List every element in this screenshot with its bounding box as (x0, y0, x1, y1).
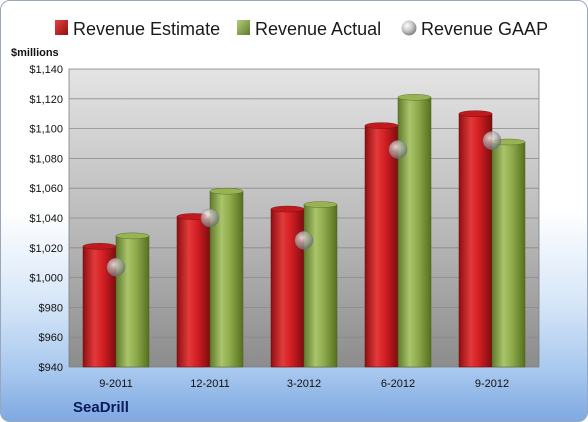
x-tick-label: 3-2012 (287, 378, 321, 390)
y-tick-label: $1,000 (29, 273, 63, 285)
y-tick-label: $960 (39, 332, 63, 344)
marker-revenue-gaap (294, 231, 314, 250)
y-tick-label: $1,100 (29, 124, 63, 136)
company-name: SeaDrill (73, 399, 129, 416)
legend-swatch-revenue-gaap (401, 20, 417, 36)
x-tick-label: 6-2012 (381, 378, 415, 390)
bar-cap-revenue-estimate (82, 243, 117, 250)
y-axis-unit-label: $millions (11, 47, 59, 59)
bar-cap-revenue-estimate (270, 205, 305, 213)
y-axis-ticks: $940 $960 $980 $1,000 $1,020 $1,040 $1,060 $1,0… (29, 64, 63, 374)
bar-cap-revenue-actual (303, 201, 338, 208)
bar-revenue-estimate (458, 113, 493, 368)
bar-revenue-actual (491, 141, 526, 368)
legend-label-revenue-gaap: Revenue GAAP (421, 19, 548, 39)
bar-revenue-estimate (364, 125, 399, 368)
bar-revenue-actual (303, 204, 338, 368)
x-tick-label: 12-2011 (190, 378, 230, 390)
bar-cap-revenue-estimate (364, 122, 399, 129)
y-tick-label: $1,040 (29, 213, 63, 225)
bar-cap-revenue-actual (397, 94, 432, 101)
bar-cap-revenue-estimate (458, 110, 493, 117)
y-tick-label: $1,020 (29, 243, 63, 255)
bar-revenue-actual (397, 97, 432, 368)
x-tick-label: 9-2012 (475, 378, 509, 390)
marker-revenue-gaap (106, 257, 126, 277)
bar-revenue-estimate (176, 216, 211, 368)
legend-label-revenue-estimate: Revenue Estimate (73, 19, 220, 39)
y-tick-label: $1,120 (29, 94, 63, 106)
y-tick-label: $1,080 (29, 153, 63, 165)
y-tick-label: $1,060 (29, 183, 63, 195)
gaap-markers (106, 131, 502, 277)
bar-cap-revenue-actual (209, 187, 244, 195)
x-tick-label: 9-2011 (99, 378, 132, 390)
y-tick-label: $1,140 (29, 64, 63, 76)
bar-revenue-actual (115, 235, 150, 368)
y-tick-label: $980 (39, 302, 63, 314)
legend: Revenue Estimate Revenue Actual Revenue … (55, 19, 548, 39)
marker-revenue-gaap (482, 131, 502, 150)
marker-revenue-gaap (200, 208, 220, 228)
bar-cap-revenue-actual (115, 232, 150, 240)
legend-swatch-revenue-estimate (55, 20, 68, 35)
marker-revenue-gaap (388, 140, 408, 159)
legend-label-revenue-actual: Revenue Actual (255, 19, 381, 39)
y-tick-label: $940 (39, 362, 63, 374)
x-axis-ticks: 9-2011 12-2011 3-2012 6-2012 9-2012 (99, 378, 509, 390)
legend-swatch-revenue-actual (237, 20, 250, 35)
